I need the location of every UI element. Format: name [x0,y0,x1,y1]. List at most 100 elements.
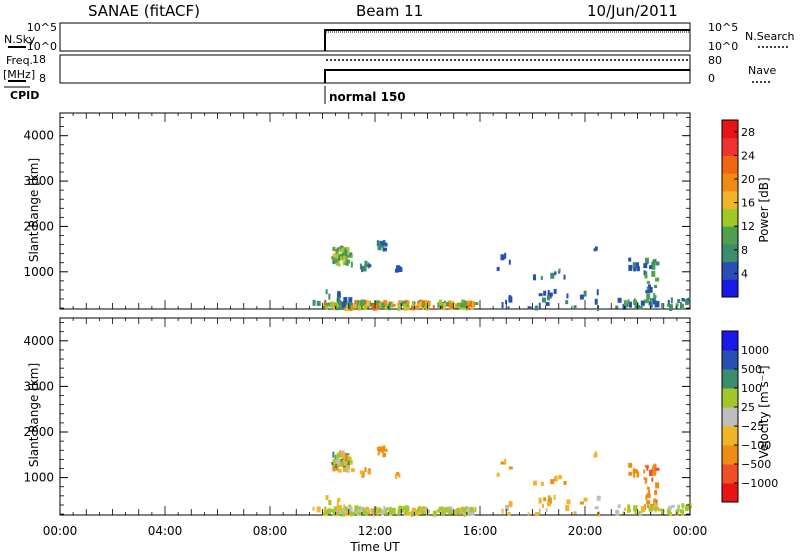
power-cell [626,303,629,308]
vel-cell [638,511,641,515]
power-cell [346,262,349,266]
vel-cell [365,506,369,512]
vel-cell [640,505,645,512]
vel-cell [336,502,339,509]
vel-cell [381,511,385,516]
power-cell [348,297,353,304]
power-cell [346,249,350,256]
vel-ytick-label: 1000 [23,471,54,485]
vel-cell [542,503,545,508]
vel-colorbar-segment [722,426,738,446]
power-cell [501,302,504,309]
power-cell [456,303,459,307]
power-colorbar-segment [722,261,738,280]
power-cell [335,305,339,311]
power-cell [374,300,378,307]
power-cell [403,303,408,308]
power-cell [316,300,321,306]
power-cell [397,304,401,311]
power-cell [533,274,537,281]
power-cell [646,293,651,300]
power-cell [594,298,598,305]
x-tick-label: 04:00 [148,524,183,538]
vel-cell [558,474,562,478]
vel-cell [364,467,367,473]
vel-cell [376,511,379,517]
power-cell [335,249,338,255]
beam-title: Beam 11 [356,2,423,20]
power-cell [362,265,367,272]
power-colorbar-segment [722,226,738,245]
vel-cell [343,460,348,466]
power-cell [334,303,337,307]
vel-cell [547,495,551,502]
power-colorbar-tick: 20 [741,173,755,186]
vel-cell [389,508,393,512]
vel-cell [330,509,335,513]
vel-cell [468,507,472,512]
vel-cell [623,507,626,511]
power-cell [466,302,471,306]
vel-frame [59,317,691,516]
power-cell [675,303,679,307]
vel-cell [341,452,346,459]
power-colorbar-segment [722,190,738,209]
power-cell [411,300,414,307]
x-tick-label: 12:00 [358,524,393,538]
power-cell [653,293,656,299]
vel-cell [336,508,340,513]
vel-colorbar-segment [722,464,738,484]
power-cell [383,247,388,251]
vel-cell [437,509,440,513]
vel-cell [336,464,339,468]
power-cell [372,304,375,309]
power-colorbar-label: Power [dB] [757,177,771,242]
power-cell [617,297,622,303]
vel-cell [594,451,597,458]
power-cell [389,301,392,306]
vel-cell [403,510,406,514]
power-cell [627,299,630,304]
vel-cell [331,461,334,465]
power-cell [396,265,401,271]
power-cell [393,303,396,307]
power-colorbar-segment [722,279,738,298]
nsky-tick-top: 10^5 [27,21,57,34]
power-cell [542,297,547,303]
vel-cell [469,507,474,513]
vel-cell [681,502,684,508]
power-cell [335,259,340,266]
power-cell [406,300,410,305]
date-title: 10/Jun/2011 [587,2,678,20]
power-cell [660,302,663,308]
power-cell [558,268,561,273]
power-cell [680,302,683,309]
power-cell [325,289,328,295]
vel-cell [466,507,470,513]
power-cell [538,293,543,297]
power-cell [332,246,336,251]
vel-cell [634,469,637,474]
power-cell [367,264,372,268]
vel-cell [545,507,548,512]
power-cell [398,303,401,307]
vel-cell [364,511,369,516]
vel-cell [645,477,648,483]
power-colorbar-tick: 24 [741,149,755,162]
power-cell [341,301,346,308]
vel-cell [643,469,646,474]
vel-cell [335,454,338,460]
power-cell [463,306,467,310]
vel-colorbar-segment [722,483,738,503]
nsky-tick-bottom: 10^0 [27,40,57,53]
power-cell [545,302,550,307]
vel-cell [655,467,660,471]
power-cell [379,302,384,308]
vel-cell [533,480,538,486]
vel-cell [406,506,410,512]
vel-ytick-label: 4000 [23,334,54,348]
power-cell [360,304,363,311]
vel-cell [648,506,653,512]
power-colorbar: 4 8 12 16 20 24 28 [721,119,755,298]
